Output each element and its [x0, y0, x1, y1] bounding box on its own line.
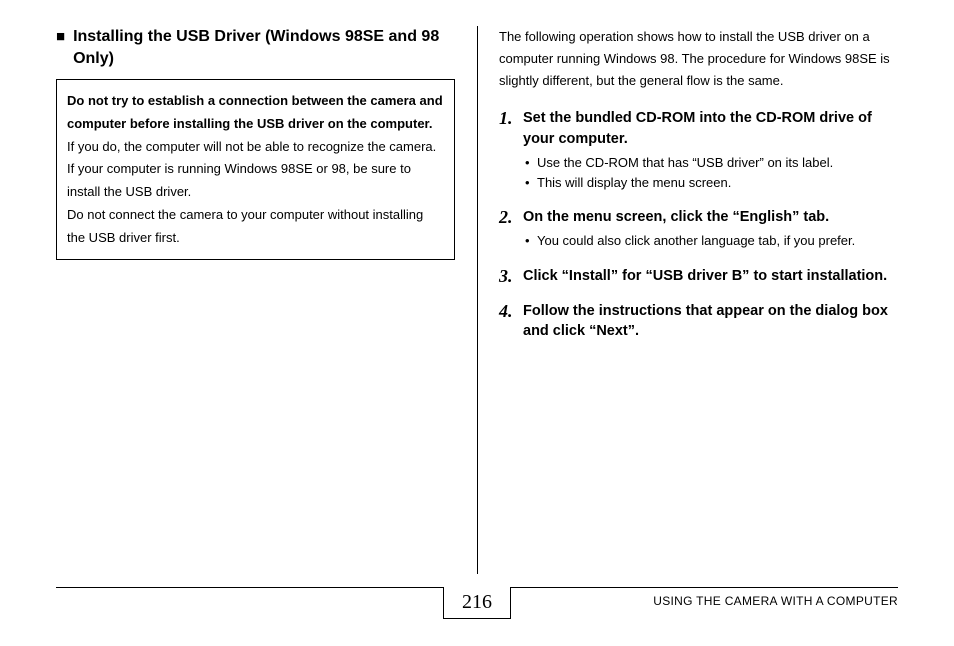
step-number: 4. [499, 301, 523, 342]
left-column: ■ Installing the USB Driver (Windows 98S… [56, 26, 477, 574]
step-number: 3. [499, 266, 523, 288]
step-body: Follow the instructions that appear on t… [523, 301, 898, 342]
manual-page: ■ Installing the USB Driver (Windows 98S… [0, 0, 954, 646]
step-body: On the menu screen, click the “English” … [523, 207, 898, 251]
step-bullet: You could also click another language ta… [523, 231, 898, 251]
square-bullet-icon: ■ [56, 26, 65, 47]
step-item: 2. On the menu screen, click the “Englis… [499, 207, 898, 251]
step-bullets: Use the CD-ROM that has “USB driver” on … [523, 153, 898, 193]
footer-row: 216 USING THE CAMERA WITH A COMPUTER [56, 594, 898, 630]
step-title: Follow the instructions that appear on t… [523, 301, 898, 342]
warning-line: Do not connect the camera to your comput… [67, 207, 423, 245]
step-title: On the menu screen, click the “English” … [523, 207, 898, 227]
footer-section-label: USING THE CAMERA WITH A COMPUTER [653, 594, 898, 608]
warning-box: Do not try to establish a connection bet… [56, 79, 455, 260]
column-divider [477, 26, 478, 574]
warning-line: If your computer is running Windows 98SE… [67, 161, 411, 199]
step-item: 4. Follow the instructions that appear o… [499, 301, 898, 342]
intro-paragraph: The following operation shows how to ins… [499, 26, 898, 92]
page-number: 216 [443, 587, 511, 619]
step-title: Set the bundled CD-ROM into the CD-ROM d… [523, 108, 898, 149]
step-number: 1. [499, 108, 523, 193]
right-column: The following operation shows how to ins… [477, 26, 898, 574]
step-bullet: Use the CD-ROM that has “USB driver” on … [523, 153, 898, 173]
step-body: Click “Install” for “USB driver B” to st… [523, 266, 898, 288]
section-heading-text: Installing the USB Driver (Windows 98SE … [73, 26, 455, 69]
step-item: 3. Click “Install” for “USB driver B” to… [499, 266, 898, 288]
step-item: 1. Set the bundled CD-ROM into the CD-RO… [499, 108, 898, 193]
page-footer: 216 USING THE CAMERA WITH A COMPUTER [56, 587, 898, 630]
step-title: Click “Install” for “USB driver B” to st… [523, 266, 898, 286]
warning-bold-text: Do not try to establish a connection bet… [67, 93, 443, 131]
section-heading: ■ Installing the USB Driver (Windows 98S… [56, 26, 455, 69]
step-number: 2. [499, 207, 523, 251]
warning-line: If you do, the computer will not be able… [67, 139, 436, 154]
step-bullet: This will display the menu screen. [523, 173, 898, 193]
step-body: Set the bundled CD-ROM into the CD-ROM d… [523, 108, 898, 193]
step-bullets: You could also click another language ta… [523, 231, 898, 251]
